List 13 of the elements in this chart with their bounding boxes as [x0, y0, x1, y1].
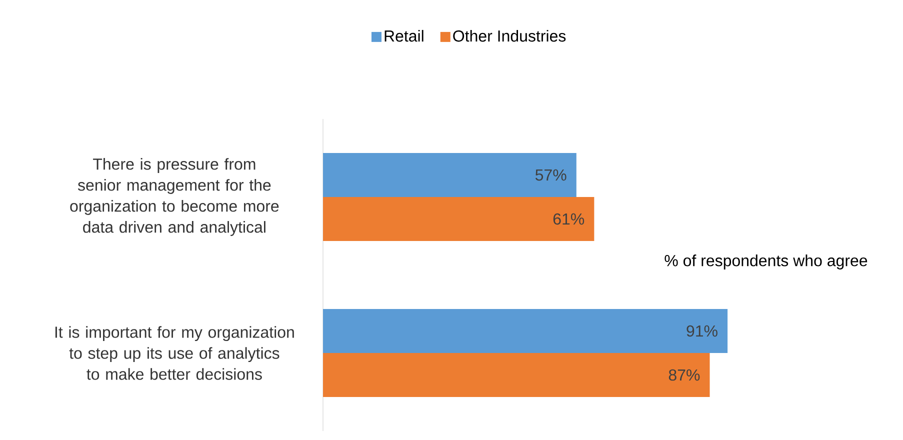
annotation: % of respondents who agree	[664, 254, 868, 270]
bar	[323, 153, 576, 198]
data-label: 57%	[535, 169, 566, 181]
data-label: 61%	[553, 213, 584, 225]
bar	[323, 309, 728, 354]
data-label: 87%	[668, 369, 700, 381]
data-label: 91%	[686, 325, 718, 337]
legend-label: Retail	[384, 30, 424, 42]
legend-label: Other Industries	[453, 30, 566, 42]
y-tick-label: It is important for my organization to step up its use of analytics to make better decisions	[55, 326, 294, 380]
y-tick-label: There is pressure from senior management for the organization to become more data driven and analytical	[70, 158, 279, 236]
bar	[323, 353, 710, 398]
bar	[323, 197, 594, 242]
